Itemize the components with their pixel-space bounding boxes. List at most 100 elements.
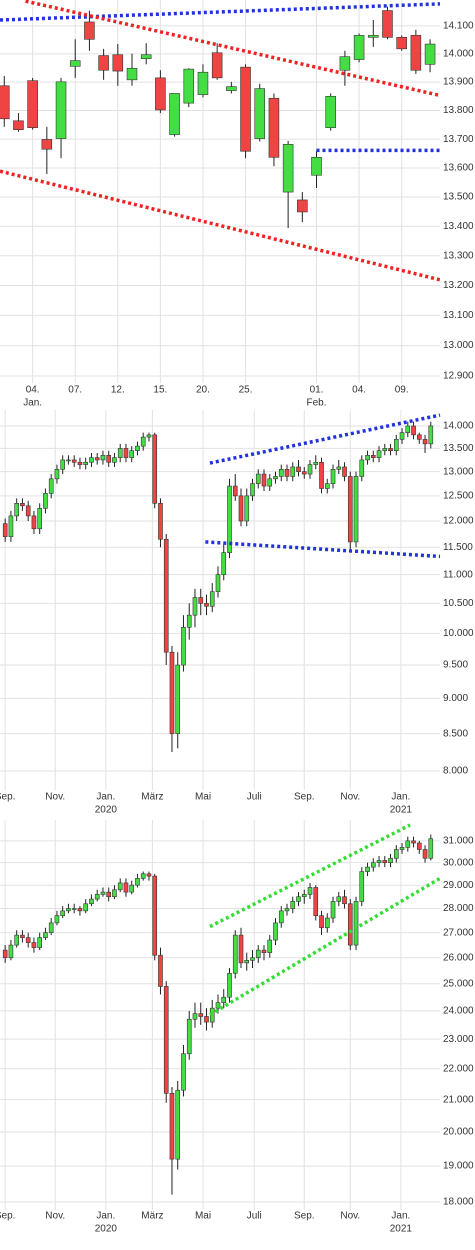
candle-body	[411, 425, 416, 436]
candle-body	[261, 949, 267, 953]
x-tick-label: Sep.	[294, 792, 315, 803]
candle-body	[396, 37, 407, 50]
candle-body	[204, 603, 209, 607]
candle-body	[416, 842, 422, 850]
candle-body	[84, 21, 95, 40]
candle-body	[27, 80, 38, 128]
y-tick-label: 20.000	[443, 1127, 474, 1138]
candle-body	[60, 459, 66, 470]
candle-body	[140, 436, 146, 447]
candle-body	[0, 85, 10, 120]
candle-body	[152, 875, 158, 956]
candle-body	[197, 71, 209, 95]
x-tick-label: Juli	[247, 792, 262, 803]
y-tick-label: 13.600	[443, 163, 474, 174]
candle-body	[342, 896, 347, 905]
candle-body	[152, 434, 158, 504]
candle-body	[186, 614, 192, 628]
x-tick-label: Sep.	[0, 1211, 15, 1222]
candle-body	[376, 450, 382, 458]
candle-body	[359, 871, 365, 902]
candle-body	[268, 97, 280, 158]
candle-body	[215, 1002, 221, 1009]
candle-body	[240, 66, 251, 152]
candle-body	[382, 860, 388, 863]
candle-body	[181, 626, 186, 666]
candle-body	[319, 461, 324, 489]
candle-body	[37, 937, 42, 948]
candle-body	[163, 986, 169, 1094]
x-tick-label: Sep.	[294, 1211, 315, 1222]
candle-body	[422, 849, 428, 859]
x-tick-label: März	[141, 792, 163, 803]
candle-body	[382, 10, 393, 38]
candle-body	[365, 455, 370, 461]
x-tick-label: Sep.	[0, 792, 15, 803]
candle-body	[186, 1018, 192, 1055]
x-tick-label: Jan.	[96, 792, 115, 803]
y-tick-label: 11.500	[443, 542, 473, 553]
candle-body	[31, 942, 37, 948]
candle-body	[301, 471, 307, 475]
candle-body	[238, 495, 244, 522]
candle-body	[215, 574, 221, 593]
candle-body	[117, 882, 123, 891]
candle-body	[43, 493, 48, 509]
x-tick-label: Jan.	[96, 1211, 115, 1222]
trend-line	[25, 0, 441, 98]
y-tick-label: 24.000	[443, 1006, 474, 1017]
candle-body	[244, 495, 250, 522]
candle-body	[347, 903, 353, 946]
y-tick-label: 23.000	[443, 1034, 474, 1045]
candle-body	[422, 439, 428, 445]
candle-body	[290, 901, 296, 909]
x-period-label: 2020	[95, 805, 118, 816]
candle-body	[284, 908, 290, 912]
candle-body	[324, 917, 330, 929]
candle-body	[296, 896, 301, 902]
candle-body	[284, 469, 290, 477]
y-tick-label: 21.000	[443, 1094, 474, 1105]
x-period-label: Jan.	[23, 398, 42, 409]
candle-body	[8, 515, 14, 537]
candle-body	[135, 445, 140, 452]
candle-body	[13, 120, 24, 130]
candle-body	[140, 873, 146, 879]
y-tick-label: 12.000	[443, 516, 474, 527]
trend-line	[0, 2, 441, 22]
candle-body	[273, 476, 278, 480]
candle-body	[140, 54, 152, 59]
candle-body	[169, 1093, 175, 1160]
y-tick-label: 13.900	[443, 77, 474, 88]
candle-body	[221, 996, 227, 1003]
y-tick-label: 13.500	[443, 192, 474, 203]
candle-body	[411, 840, 416, 844]
candle-body	[69, 60, 81, 67]
candle-body	[365, 866, 370, 872]
candle-body	[14, 934, 19, 946]
x-tick-label: 25.	[239, 385, 253, 396]
x-tick-label: Mai	[195, 792, 211, 803]
trend-line	[209, 823, 411, 929]
candle-body	[112, 457, 117, 463]
candle-body	[368, 35, 379, 38]
y-tick-label: 12.900	[443, 371, 474, 382]
candle-body	[48, 478, 54, 494]
candle-body	[14, 503, 19, 517]
candle-body	[416, 434, 422, 440]
candle-body	[106, 891, 112, 898]
y-tick-label: 14.100	[443, 21, 474, 32]
candle-body	[267, 478, 273, 487]
candle-body	[48, 922, 54, 933]
candle-body	[123, 882, 129, 893]
candle-body	[112, 889, 117, 898]
x-tick-label: 04.	[26, 385, 40, 396]
x-period-label: 2021	[390, 1224, 413, 1235]
candle-body	[282, 144, 294, 193]
candle-body	[211, 52, 223, 79]
candle-body	[2, 949, 8, 959]
candle-body	[336, 896, 342, 902]
candle-body	[129, 450, 135, 458]
candle-body	[424, 43, 436, 65]
